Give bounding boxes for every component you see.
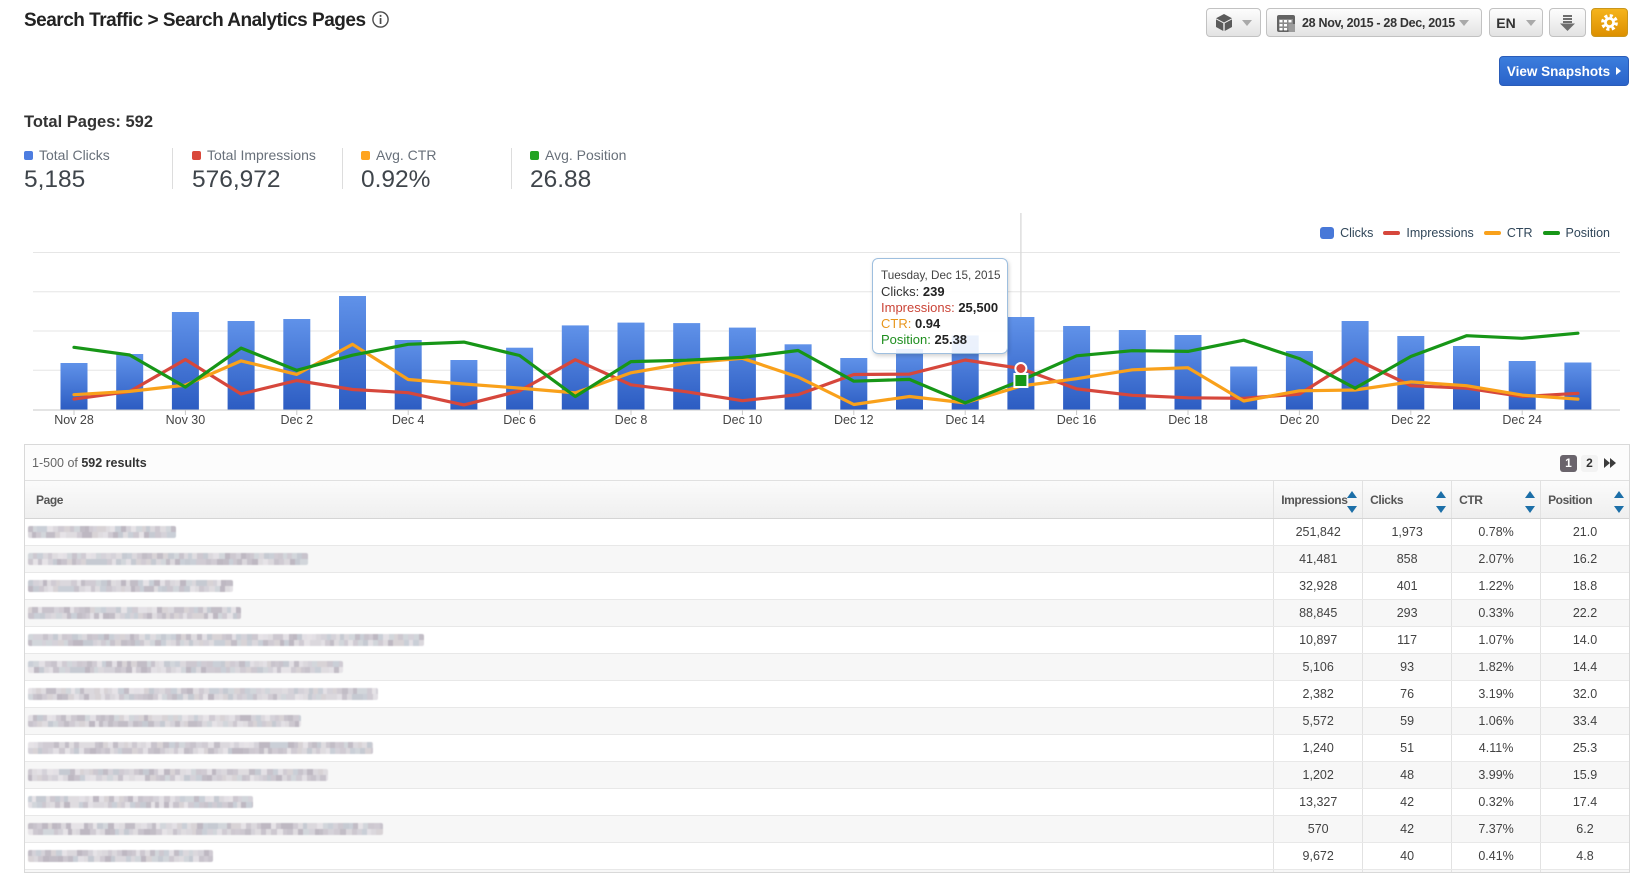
svg-text:Dec 20: Dec 20 bbox=[1280, 413, 1320, 427]
svg-text:Dec 16: Dec 16 bbox=[1057, 413, 1097, 427]
svg-text:Dec 24: Dec 24 bbox=[1502, 413, 1542, 427]
svg-text:Dec 4: Dec 4 bbox=[392, 413, 425, 427]
svg-text:Dec 6: Dec 6 bbox=[503, 413, 536, 427]
svg-text:Dec 22: Dec 22 bbox=[1391, 413, 1431, 427]
svg-text:Dec 12: Dec 12 bbox=[834, 413, 874, 427]
svg-text:Dec 14: Dec 14 bbox=[945, 413, 985, 427]
svg-text:Dec 18: Dec 18 bbox=[1168, 413, 1208, 427]
svg-text:Nov 28: Nov 28 bbox=[54, 413, 94, 427]
svg-text:Dec 8: Dec 8 bbox=[615, 413, 648, 427]
svg-text:Nov 30: Nov 30 bbox=[166, 413, 206, 427]
svg-text:Dec 2: Dec 2 bbox=[280, 413, 313, 427]
svg-text:Dec 10: Dec 10 bbox=[723, 413, 763, 427]
